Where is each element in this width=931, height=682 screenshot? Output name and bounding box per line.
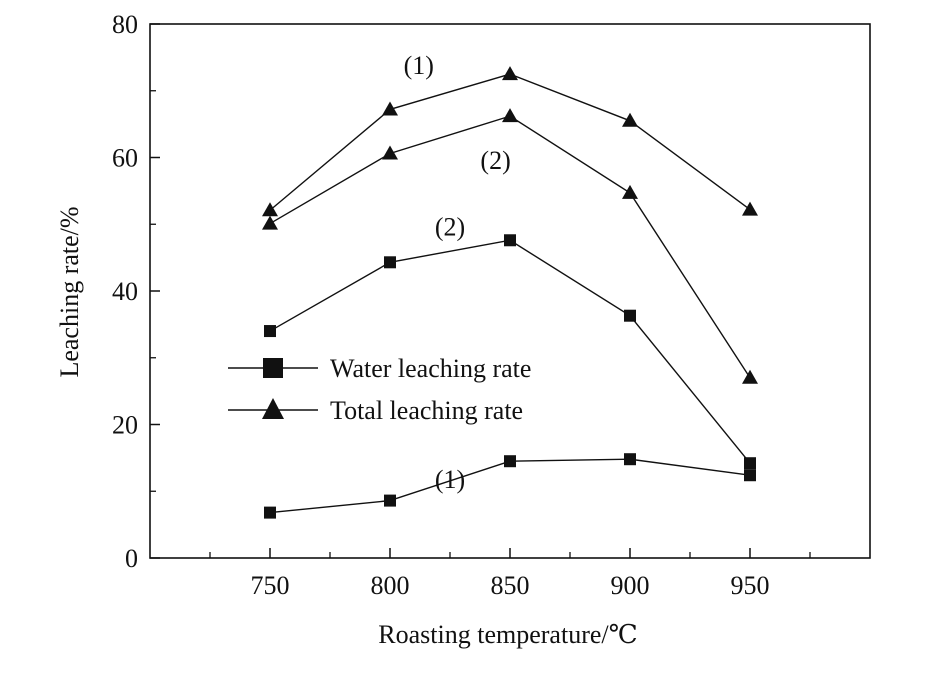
x-tick-label-4: 950 (731, 571, 770, 600)
x-tick-label-0: 750 (251, 571, 290, 600)
curve-label-3: (2) (480, 146, 510, 175)
data-point-3-0 (262, 215, 278, 230)
legend: Water leaching rate Total leaching rate (228, 354, 531, 425)
data-point-3-1 (382, 145, 398, 160)
legend-label-0: Water leaching rate (330, 354, 531, 383)
data-point-3-4 (742, 369, 758, 384)
data-point-1-0 (264, 325, 276, 338)
y-tick-label-0: 0 (125, 544, 138, 573)
data-point-2-4 (742, 201, 758, 216)
data-point-0-4 (744, 469, 756, 482)
x-tick-label-3: 900 (611, 571, 650, 600)
y-tick-label-1: 20 (112, 411, 138, 440)
x-axis-title: Roasting temperature/℃ (378, 620, 637, 649)
data-point-0-1 (384, 494, 396, 507)
data-point-1-1 (384, 256, 396, 269)
data-point-3-2 (502, 108, 518, 123)
series-line-0 (269, 458, 751, 514)
series-line-2 (269, 73, 751, 211)
data-point-0-2 (504, 455, 516, 468)
y-tick-label-2: 40 (112, 277, 138, 306)
x-tick-label-1: 800 (371, 571, 410, 600)
data-point-0-0 (264, 506, 276, 519)
legend-marker-1 (262, 398, 284, 419)
data-point-2-0 (262, 202, 278, 217)
data-point-2-3 (622, 112, 638, 127)
data-point-1-4 (744, 457, 756, 470)
curve-label-0: (1) (435, 465, 465, 494)
legend-label-1: Total leaching rate (330, 396, 523, 425)
data-point-3-3 (622, 184, 638, 199)
data-point-0-3 (624, 453, 636, 466)
curve-label-1: (2) (435, 213, 465, 242)
y-tick-label-4: 80 (112, 10, 138, 39)
plot-frame (149, 23, 871, 559)
curve-labels: (1) (2) (1) (2) (404, 51, 511, 494)
series-line-1 (269, 239, 751, 464)
data-point-1-2 (504, 234, 516, 247)
legend-marker-0 (263, 358, 283, 378)
x-tick-label-2: 850 (491, 571, 530, 600)
y-tick-label-3: 60 (112, 144, 138, 173)
series-lines (269, 73, 751, 514)
ticks: 750 800 850 900 950 0 20 40 60 80 (112, 10, 811, 600)
data-point-2-2 (502, 66, 518, 81)
series-markers (262, 66, 758, 519)
y-axis-title: Leaching rate/% (55, 206, 84, 377)
data-point-2-1 (382, 101, 398, 116)
curve-label-2: (1) (404, 51, 434, 80)
data-point-1-3 (624, 309, 636, 322)
